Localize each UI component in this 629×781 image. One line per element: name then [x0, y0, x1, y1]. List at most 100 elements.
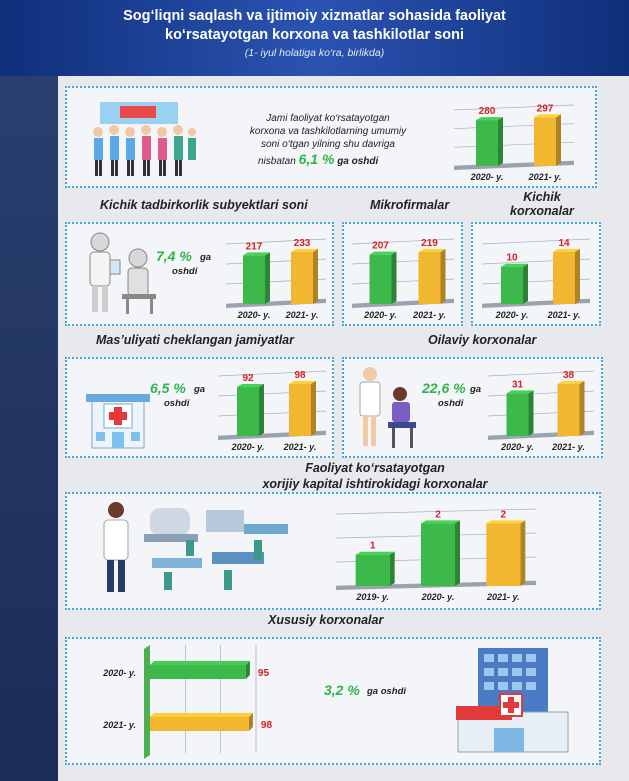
bar-top	[557, 380, 585, 384]
bar-top	[243, 252, 270, 256]
category-label: 2020- y.	[495, 310, 529, 320]
bar-side	[311, 380, 316, 436]
bar-top	[150, 661, 250, 665]
bar-top	[289, 380, 316, 384]
bar-side	[498, 117, 503, 166]
category-label: 2019- y.	[355, 592, 389, 602]
llc-title: Mas’uliyati cheklangan jamiyatlar	[96, 333, 294, 347]
category-label: 2020- y.	[500, 442, 534, 452]
bar	[421, 523, 455, 586]
bar-side	[265, 252, 270, 304]
bar-top	[476, 117, 503, 121]
bar-value-label: 280	[479, 106, 496, 117]
page-title-line2: ko‘rsatayotgan korxona va tashkilotlar s…	[165, 27, 464, 43]
bar	[534, 117, 556, 166]
gridline	[351, 238, 455, 245]
category-label: 2021- y.	[285, 310, 319, 320]
total-note-line3: soni o‘tgan yilning shu davriga	[261, 139, 395, 150]
bar-side	[575, 248, 580, 304]
bar-value-label: 217	[246, 241, 263, 252]
llc-suffix-b: oshdi	[164, 398, 190, 409]
clinic-building-illustration	[86, 394, 150, 449]
foreign-title-line1: Faoliyat ko‘rsatayotgan	[305, 461, 445, 475]
bar	[289, 383, 311, 436]
bar-side	[520, 520, 526, 586]
bar-side	[455, 520, 460, 586]
category-label: 2020- y.	[231, 442, 265, 452]
family-bar-chart: 31 2020- y. 38 2021- y.	[487, 370, 595, 452]
small-business-suffix-b: oshdi	[172, 266, 198, 277]
gridline	[335, 508, 537, 515]
foreign-bar-chart: 1 2019- y. 2 2020- y. 2 2021- y.	[335, 508, 537, 602]
total-growth-value: 6,1 %	[298, 151, 335, 167]
category-label: 2021- y.	[283, 442, 317, 452]
family-suffix-b: oshdi	[438, 398, 464, 409]
total-note-line1: Jami faoliyat ko‘rsatayotgan	[266, 113, 390, 124]
category-label: 2021- y.	[551, 442, 585, 452]
private-suffix: ga oshdi	[367, 686, 407, 697]
bar	[506, 393, 529, 436]
decorative-sidebar	[0, 76, 58, 781]
bar	[557, 383, 580, 436]
bar-side	[313, 248, 318, 304]
bar	[553, 251, 575, 304]
bar	[243, 255, 265, 304]
bar	[150, 665, 246, 679]
bar	[291, 251, 313, 304]
small-business-growth-value: 7,4 %	[156, 248, 192, 264]
private-hbar-chart: 95 2020- y. 98 2021- y.	[102, 645, 272, 759]
total-growth-row: nisbatan 6,1 % ga oshdi	[258, 151, 378, 167]
bar-side	[389, 551, 395, 586]
bar-value-label: 92	[242, 373, 254, 384]
bar	[418, 251, 441, 304]
bar	[355, 554, 390, 586]
bar-top	[150, 713, 253, 717]
foreign-title: Faoliyat ko‘rsatayotgan xorijiy kapital …	[250, 460, 500, 508]
bar-top	[355, 551, 395, 555]
bar	[476, 120, 498, 166]
bar-side	[259, 384, 264, 436]
bar-side	[523, 263, 528, 304]
total-note-line2: korxona va tashkilotlarning umumiy	[249, 126, 407, 137]
llc-suffix-a: ga	[194, 384, 206, 395]
category-label: 2021- y.	[412, 310, 446, 320]
bar-value-label: 10	[506, 253, 518, 264]
bar-top	[486, 520, 526, 524]
bar-top	[369, 251, 397, 255]
bar-side	[528, 390, 534, 436]
family-growth-value: 22,6 %	[422, 380, 466, 396]
bar-side	[556, 114, 561, 166]
bar	[150, 717, 249, 731]
bar	[237, 387, 259, 436]
bar-side	[579, 380, 585, 436]
category-label: 2021- y.	[528, 172, 562, 182]
small-business-title: Kichik tadbirkorlik subyektlari soni	[100, 198, 308, 212]
small-title: Kichik korxonalar	[510, 190, 574, 218]
gridline	[481, 238, 591, 245]
category-label: 2020- y.	[363, 310, 397, 320]
gridline	[217, 370, 327, 377]
private-title: Xususiy korxonalar	[268, 613, 384, 627]
small-title-line1: Kichik	[523, 190, 561, 204]
small-title-line2: korxonalar	[510, 204, 574, 218]
bar-value-label: 233	[294, 238, 311, 249]
bar-top	[506, 390, 534, 394]
hospital-equipment-illustration	[103, 502, 288, 592]
bar-value-label: 219	[421, 238, 438, 249]
bar-top	[237, 384, 264, 388]
family-doctor-illustration	[359, 367, 416, 448]
total-note-suffix: ga oshdi	[337, 156, 379, 167]
bar-side	[391, 251, 397, 304]
page-title-line1: Sog‘liqni saqlash va ijtimoiy xizmatlar …	[123, 8, 506, 24]
bar	[369, 254, 392, 304]
bar-value-label: 207	[372, 241, 389, 252]
gridline	[487, 370, 595, 377]
total-bar-chart: 280 2020- y. 297 2021- y.	[453, 103, 575, 182]
gridline	[225, 238, 327, 245]
bar-value-label: 95	[258, 668, 270, 679]
bar-value-label: 31	[512, 379, 524, 390]
bar	[501, 266, 523, 304]
bar-top	[421, 520, 460, 524]
category-label: 2020- y.	[237, 310, 271, 320]
bar	[486, 523, 521, 586]
